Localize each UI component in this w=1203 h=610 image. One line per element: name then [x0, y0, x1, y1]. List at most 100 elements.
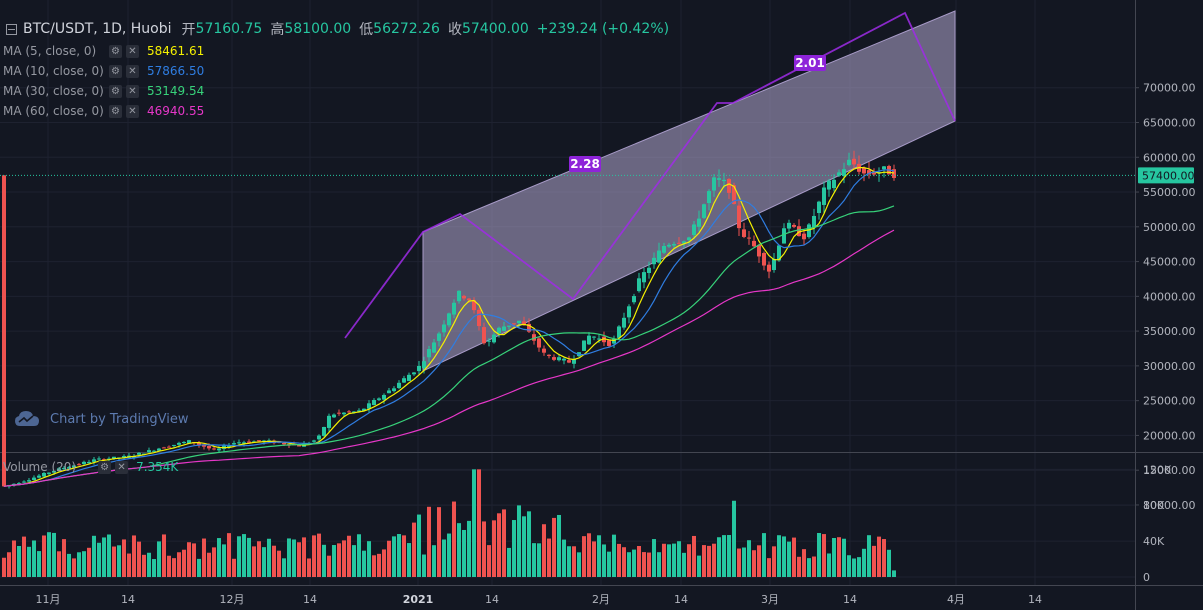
- time-tick-label: 14: [121, 593, 135, 606]
- close-icon[interactable]: ✕: [115, 460, 129, 474]
- candle: [712, 173, 716, 197]
- volume-bar: [862, 548, 866, 577]
- candle: [502, 321, 506, 332]
- volume-bar: [102, 537, 106, 577]
- candle: [552, 354, 556, 362]
- volume-bar: [397, 534, 401, 577]
- close-icon[interactable]: ✕: [126, 104, 139, 118]
- gear-icon[interactable]: ⚙: [109, 44, 122, 58]
- volume-bar: [252, 546, 256, 577]
- candle: [622, 312, 626, 330]
- volume-bar: [457, 523, 461, 577]
- volume-bar: [692, 535, 696, 577]
- volume-bar: [232, 558, 236, 577]
- candle-body: [527, 323, 531, 332]
- candle-body: [787, 222, 791, 229]
- candle-body: [567, 360, 571, 363]
- candle-body: [172, 444, 176, 446]
- candle: [637, 272, 641, 293]
- volume-bar: [57, 551, 61, 577]
- candle-body: [777, 245, 781, 261]
- volume-bar: [797, 556, 801, 577]
- volume-bar: [322, 544, 326, 577]
- volume-bar: [632, 549, 636, 577]
- close-icon[interactable]: ✕: [126, 64, 139, 78]
- close-label: 收: [447, 22, 462, 38]
- candle: [332, 413, 336, 418]
- volume-bar: [97, 542, 101, 577]
- volume-bar: [287, 538, 291, 577]
- volume-bar: [512, 520, 516, 577]
- volume-bar: [47, 532, 51, 577]
- indicator-ma30[interactable]: MA (30, close, 0) ⚙ ✕ 53149.54: [3, 82, 204, 100]
- volume-bar: [152, 559, 156, 577]
- symbol-title[interactable]: BTC/USDT, 1D, Huobi: [23, 21, 172, 37]
- price-axis: 70000.00 65000.00 60000.00 55000.00 50000.00…: [1135, 82, 1196, 512]
- candle-body: [782, 228, 786, 244]
- candle: [347, 410, 351, 414]
- candle-body: [72, 465, 76, 468]
- candle: [462, 294, 466, 301]
- candle-body: [77, 464, 81, 466]
- fib-ratio-text: 2.28: [570, 157, 600, 171]
- gear-icon[interactable]: ⚙: [109, 64, 122, 78]
- candle-body: [452, 302, 456, 315]
- candle-body: [582, 340, 586, 351]
- close-icon[interactable]: ✕: [126, 84, 139, 98]
- candle-body: [837, 172, 841, 176]
- volume-bar: [837, 537, 841, 577]
- volume-bar: [557, 514, 561, 577]
- candle: [657, 242, 661, 264]
- high-label: 高: [270, 22, 285, 38]
- tradingview-watermark[interactable]: Chart by TradingView: [14, 410, 188, 428]
- indicator-value: 57866.50: [147, 64, 205, 78]
- volume-bar: [182, 549, 186, 577]
- close-icon[interactable]: ✕: [126, 44, 139, 58]
- gear-icon[interactable]: ⚙: [109, 104, 122, 118]
- candle: [642, 267, 646, 289]
- volume-bar: [167, 555, 171, 577]
- gear-icon[interactable]: ⚙: [109, 84, 122, 98]
- collapse-icon[interactable]: [6, 23, 17, 35]
- candle-body: [122, 455, 126, 458]
- volume-bar: [227, 533, 231, 577]
- volume-bar: [432, 545, 436, 577]
- volume-bar: [92, 535, 96, 577]
- candle: [767, 261, 771, 279]
- volume-bar: [537, 543, 541, 577]
- candle-body: [407, 374, 411, 381]
- volume-indicator[interactable]: Volume (20) ⚙ ✕ 7.354K: [3, 458, 178, 476]
- volume-bar: [202, 538, 206, 577]
- candle-body: [712, 177, 716, 191]
- candle-body: [242, 442, 246, 444]
- volume-bar: [662, 543, 666, 577]
- candle-body: [587, 335, 591, 345]
- candle: [397, 380, 401, 390]
- indicator-ma10[interactable]: MA (10, close, 0) ⚙ ✕ 57866.50: [3, 62, 204, 80]
- candle-body: [472, 300, 476, 311]
- fib-ratio-text: 2.01: [795, 56, 825, 70]
- candle-body: [152, 450, 156, 452]
- candle-body: [422, 361, 426, 369]
- indicator-ma60[interactable]: MA (60, close, 0) ⚙ ✕ 46940.55: [3, 102, 204, 120]
- candle: [432, 338, 436, 353]
- volume-bar: [312, 535, 316, 577]
- volume-bar: [887, 549, 891, 577]
- candle-body: [707, 191, 711, 204]
- volume-bar: [387, 540, 391, 577]
- open-label: 开: [181, 22, 196, 38]
- volume-bar: [317, 533, 321, 577]
- candle-body: [512, 323, 516, 325]
- volume-bar: [292, 539, 296, 577]
- indicator-ma5[interactable]: MA (5, close, 0) ⚙ ✕ 58461.61: [3, 42, 204, 60]
- volume-bar: [347, 535, 351, 577]
- gear-icon[interactable]: ⚙: [98, 460, 112, 474]
- volume-bar: [707, 545, 711, 577]
- candle-body: [662, 245, 666, 253]
- volume-bar: [77, 552, 81, 577]
- volume-bar: [717, 537, 721, 577]
- candle-body: [27, 480, 31, 482]
- volume-bar: [177, 552, 181, 577]
- volume-bar: [782, 536, 786, 577]
